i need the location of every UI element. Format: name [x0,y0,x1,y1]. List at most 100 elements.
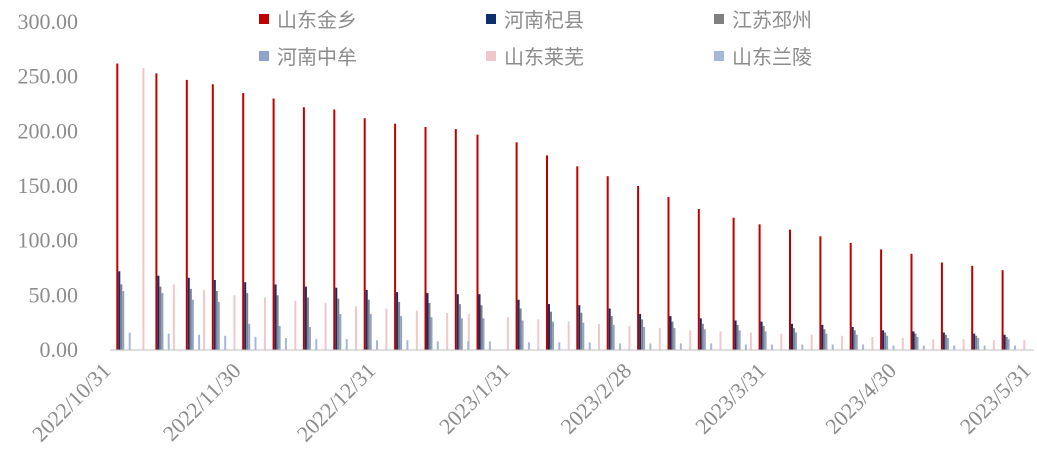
bar-series-1 [394,123,397,350]
bar-series-2 [396,292,399,350]
bar-series-6 [862,344,865,350]
bar-series-6 [376,340,378,350]
legend-swatch-2 [486,14,496,24]
bar-series-4 [460,318,463,350]
bar-series-3 [189,288,192,350]
bar-series-5 [749,332,752,350]
bar-series-3 [793,328,795,350]
y-tick-label: 250.00 [18,64,79,89]
bar-series-5 [233,295,236,350]
x-tick-label: 2023/5/31 [955,358,1036,439]
bar-series-3 [736,324,739,350]
bar-series-6 [467,341,470,350]
x-tick-label: 2023/4/30 [820,358,901,439]
bar-series-6 [436,341,439,350]
bar-series-2 [365,289,368,350]
legend-swatch-3 [714,14,724,24]
bar-series-4 [191,299,194,350]
bar-series-6 [679,343,682,350]
bar-series-4 [552,321,554,350]
bar-series-6 [744,344,747,350]
bar-series-6 [488,341,491,350]
bar-series-6 [801,344,804,350]
y-tick-label: 200.00 [18,118,79,143]
bar-series-5 [658,328,661,350]
bar-series-1 [116,63,119,350]
bar-series-1 [242,93,245,350]
bar-series-5 [628,325,631,350]
bar-series-5 [992,340,995,350]
x-tick-label: 2023/3/31 [690,358,771,439]
y-tick-label: 50.00 [29,282,79,307]
bar-series-4 [643,327,646,350]
bar-series-3 [398,301,401,350]
bar-series-5 [446,312,449,350]
bar-series-5 [841,335,844,350]
bar-series-2 [821,324,824,350]
bar-series-2 [517,299,520,350]
bar-series-2 [791,323,793,350]
bar-series-4 [521,320,524,350]
legend-label-3: 江苏邳州 [732,9,812,32]
bar-series-4 [738,330,741,350]
bar-series-6 [892,345,895,350]
bar-series-4 [122,291,125,350]
bar-series-2 [639,313,642,350]
bar-series-4 [161,293,164,350]
x-tick-label: 2023/2/28 [556,358,637,439]
bar-series-4 [278,325,281,350]
bar-series-5 [355,306,357,350]
bar-series-4 [582,322,585,350]
bar-series-5 [598,323,600,350]
bar-series-1 [476,134,479,350]
bar-series-5 [780,333,783,350]
bar-series-5 [203,289,206,350]
bar-series-3 [337,298,340,350]
bar-series-3 [884,332,887,350]
bar-series-2 [426,293,429,350]
bar-series-4 [825,333,828,350]
bar-series-6 [224,335,227,350]
bar-series-6 [254,336,257,350]
y-tick-label: 150.00 [18,173,79,198]
bar-series-5 [901,338,904,350]
legend-label-5: 山东莱芜 [504,46,584,69]
bar-series-3 [580,312,583,350]
bar-series-6 [770,344,773,350]
bar-series-4 [339,313,342,350]
bar-series-3 [480,305,483,350]
bar-series-5 [172,284,175,350]
bar-series-5 [263,297,266,350]
bar-series-1 [606,176,609,350]
y-tick-label: 0.00 [40,337,79,362]
bar-series-6 [128,332,131,350]
bar-series-6 [619,343,622,350]
bar-series-5 [415,310,418,350]
bar-series-4 [217,301,220,350]
bar-series-3 [641,319,644,350]
bar-series-6 [558,342,561,350]
bar-series-4 [612,324,615,350]
bar-series-3 [458,304,461,350]
bar-series-2 [760,321,763,350]
legend-swatch-4 [259,51,269,61]
bar-series-2 [851,327,854,350]
bar-series-2 [912,331,915,350]
bar-series-5 [1023,340,1026,350]
bar-series-5 [810,334,813,350]
bar-series-2 [157,275,160,350]
bar-series-4 [308,327,311,350]
bar-series-3 [306,297,309,350]
bar-series-2 [734,320,737,350]
bar-series-3 [823,329,826,350]
bar-series-3 [550,311,552,350]
bar-series-6 [284,338,287,350]
bar-series-2 [548,304,550,350]
bar-series-3 [120,284,123,350]
bar-series-1 [971,265,974,350]
bar-series-1 [272,98,275,350]
bar-series-2 [942,332,945,350]
bar-series-1 [515,142,518,350]
bar-series-1 [302,107,305,350]
bar-series-3 [914,333,917,350]
